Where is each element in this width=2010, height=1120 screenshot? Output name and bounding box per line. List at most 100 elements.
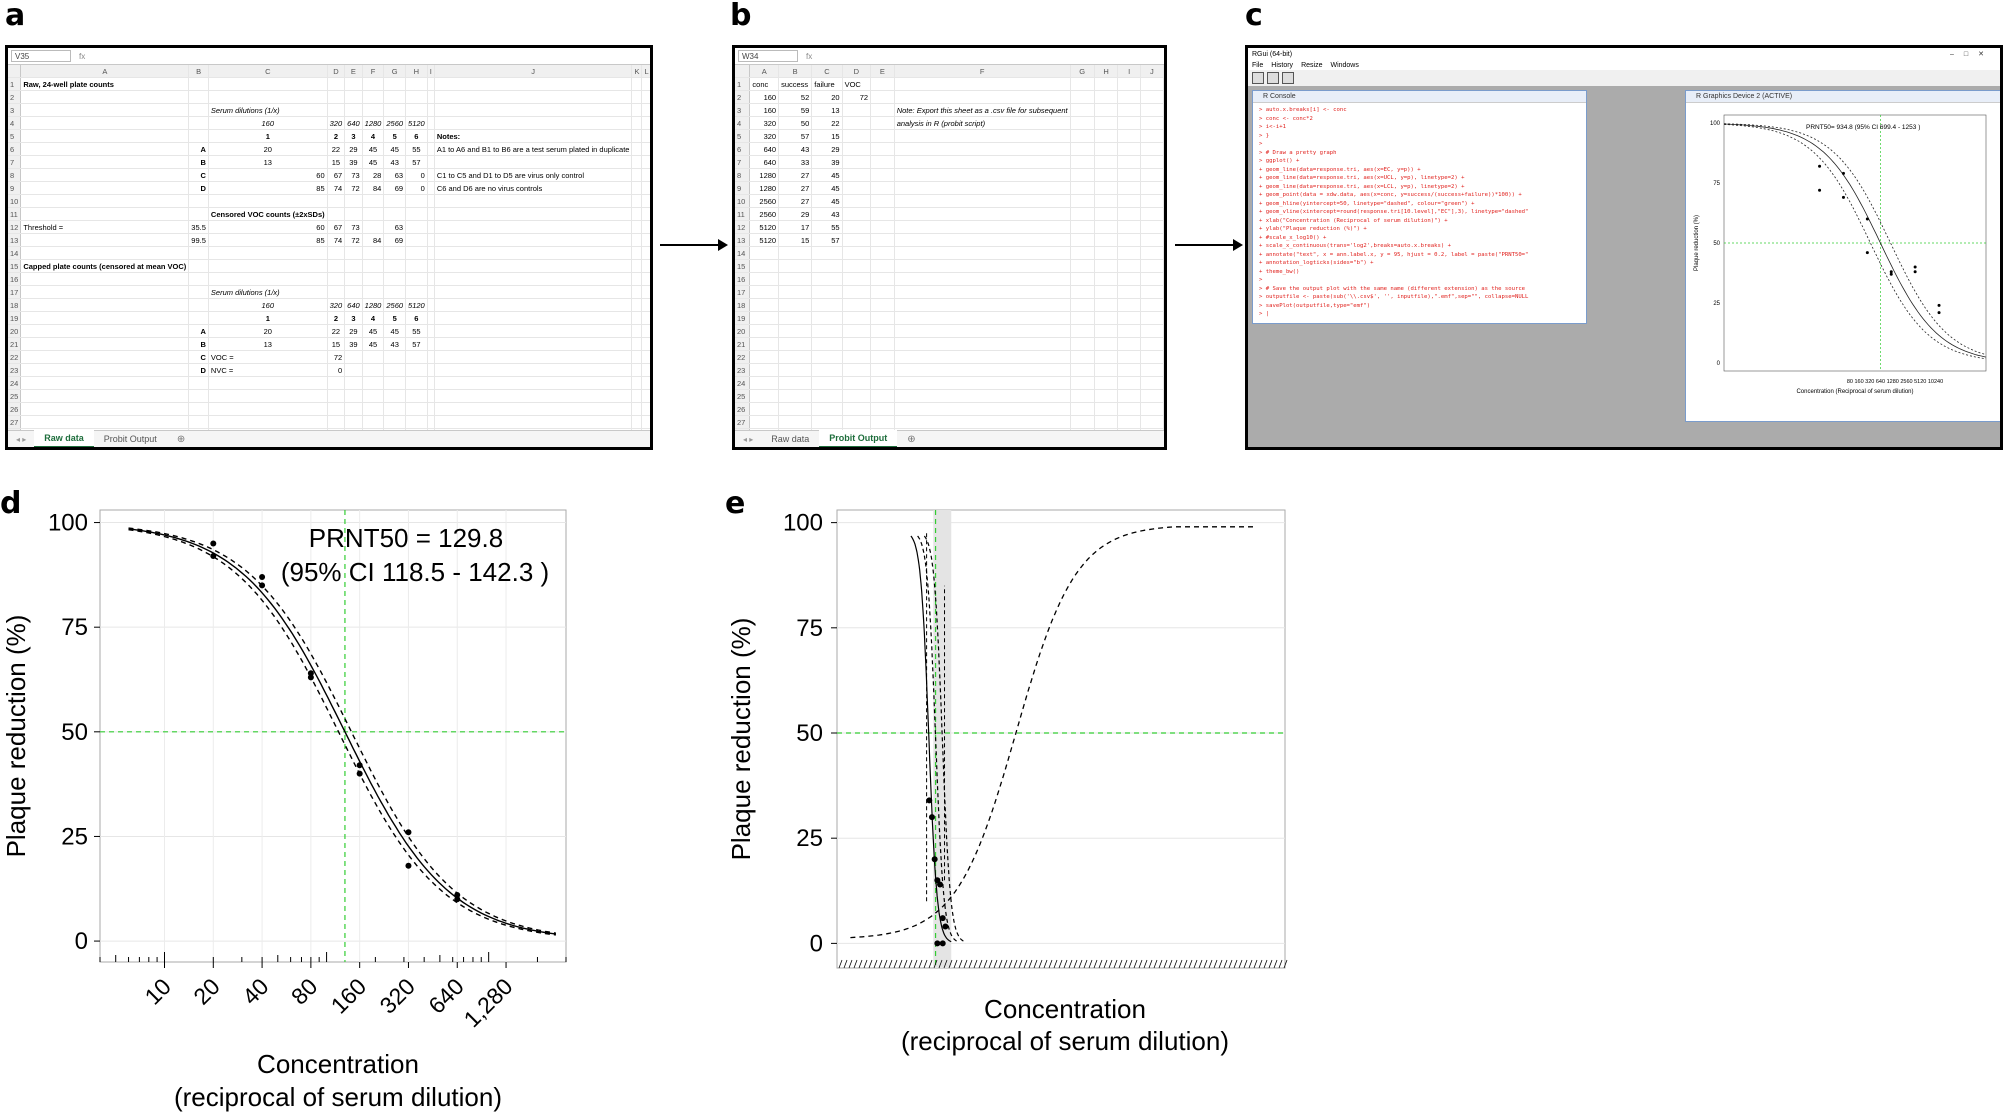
cell[interactable] xyxy=(641,233,650,247)
cell[interactable]: A xyxy=(188,324,209,338)
row-header[interactable]: 4 xyxy=(8,116,22,130)
cell[interactable] xyxy=(405,233,428,247)
cell[interactable] xyxy=(434,376,633,390)
name-box[interactable]: V35 xyxy=(11,50,71,62)
cell[interactable] xyxy=(894,415,1071,429)
cell[interactable] xyxy=(894,194,1071,208)
cell[interactable] xyxy=(327,103,346,117)
cell[interactable] xyxy=(811,285,843,299)
cell[interactable]: 6 xyxy=(405,129,428,143)
cell[interactable] xyxy=(1070,129,1095,143)
cell[interactable]: 15 xyxy=(778,233,813,247)
cell[interactable] xyxy=(188,285,209,299)
cell[interactable] xyxy=(188,311,209,325)
cell[interactable] xyxy=(1140,246,1164,260)
cell[interactable] xyxy=(427,311,435,325)
cell[interactable] xyxy=(1117,311,1141,325)
cell[interactable] xyxy=(1094,233,1119,247)
column-header[interactable]: G xyxy=(1070,65,1095,78)
cell[interactable] xyxy=(894,207,1071,221)
cell[interactable]: C1 to C5 and D1 to D5 are virus only con… xyxy=(434,168,633,182)
column-header[interactable]: J xyxy=(434,65,633,78)
cell[interactable] xyxy=(842,181,872,195)
cell[interactable] xyxy=(362,272,385,286)
cell[interactable] xyxy=(1070,337,1095,351)
cell[interactable] xyxy=(427,246,435,260)
cell[interactable] xyxy=(1070,233,1095,247)
cell[interactable] xyxy=(20,324,190,338)
cell[interactable]: 640 xyxy=(344,298,363,312)
cell[interactable] xyxy=(20,103,190,117)
column-header[interactable]: F xyxy=(362,65,385,78)
cell[interactable] xyxy=(749,350,780,364)
cell[interactable] xyxy=(383,259,407,273)
cell[interactable] xyxy=(651,429,653,442)
cell[interactable] xyxy=(344,246,363,260)
cell[interactable]: 45 xyxy=(362,142,385,156)
cell[interactable] xyxy=(1140,103,1164,117)
row-header[interactable]: 25 xyxy=(735,389,751,403)
cell[interactable] xyxy=(641,168,650,182)
cell[interactable] xyxy=(631,90,643,104)
cell[interactable] xyxy=(1094,311,1119,325)
cell[interactable]: 57 xyxy=(778,129,813,143)
cell[interactable] xyxy=(383,194,407,208)
cell[interactable] xyxy=(434,90,633,104)
select-all-corner[interactable] xyxy=(8,65,22,78)
cell[interactable] xyxy=(641,376,650,390)
row-header[interactable]: 6 xyxy=(735,142,751,156)
cell[interactable] xyxy=(651,390,653,403)
row-header[interactable]: 2 xyxy=(735,90,751,104)
cell[interactable] xyxy=(1117,155,1141,169)
cell[interactable] xyxy=(427,415,435,429)
cell[interactable]: 60 xyxy=(208,220,328,234)
column-header[interactable]: K xyxy=(631,65,643,78)
cell[interactable] xyxy=(631,337,643,351)
cell[interactable] xyxy=(631,194,643,208)
cell[interactable] xyxy=(631,207,643,221)
cell[interactable]: 73 xyxy=(344,220,363,234)
column-header[interactable]: E xyxy=(344,65,363,78)
cell[interactable] xyxy=(894,350,1071,364)
cell[interactable] xyxy=(651,351,653,364)
cell[interactable] xyxy=(1094,90,1119,104)
cell[interactable]: 15 xyxy=(327,337,346,351)
cell[interactable] xyxy=(842,363,872,377)
cell[interactable] xyxy=(1117,116,1141,130)
cell[interactable] xyxy=(1117,285,1141,299)
cell[interactable] xyxy=(1094,155,1119,169)
cell[interactable] xyxy=(427,142,435,156)
cell[interactable] xyxy=(870,220,895,234)
cell[interactable] xyxy=(405,103,428,117)
row-header[interactable]: 11 xyxy=(735,207,751,221)
cell[interactable] xyxy=(188,389,209,403)
cell[interactable]: 55 xyxy=(811,220,843,234)
cell[interactable] xyxy=(641,155,650,169)
cell[interactable] xyxy=(1140,129,1164,143)
cell[interactable]: 640 xyxy=(344,116,363,130)
cell[interactable]: 4 xyxy=(362,311,385,325)
sheet-table[interactable]: ABCDEFGHIJKLMNO1Raw, 24-well plate count… xyxy=(8,65,653,447)
column-header[interactable]: D xyxy=(842,65,872,78)
cell[interactable] xyxy=(427,116,435,130)
cell[interactable] xyxy=(1094,402,1119,416)
row-header[interactable]: 23 xyxy=(8,363,22,377)
cell[interactable] xyxy=(749,311,780,325)
cell[interactable] xyxy=(20,155,190,169)
cell[interactable] xyxy=(1094,259,1119,273)
cell[interactable]: 1280 xyxy=(749,181,780,195)
cell[interactable] xyxy=(1094,350,1119,364)
cell[interactable] xyxy=(651,143,653,156)
cell[interactable] xyxy=(1117,220,1141,234)
cell[interactable] xyxy=(427,259,435,273)
cell[interactable] xyxy=(188,77,209,91)
cell[interactable] xyxy=(1070,363,1095,377)
cell[interactable] xyxy=(327,376,346,390)
cell[interactable] xyxy=(1140,311,1164,325)
sheet-tab[interactable]: Raw data xyxy=(34,430,94,447)
cell[interactable] xyxy=(20,402,190,416)
cell[interactable] xyxy=(778,246,813,260)
cell[interactable] xyxy=(20,129,190,143)
cell[interactable]: 45 xyxy=(811,181,843,195)
cell[interactable]: 29 xyxy=(778,207,813,221)
